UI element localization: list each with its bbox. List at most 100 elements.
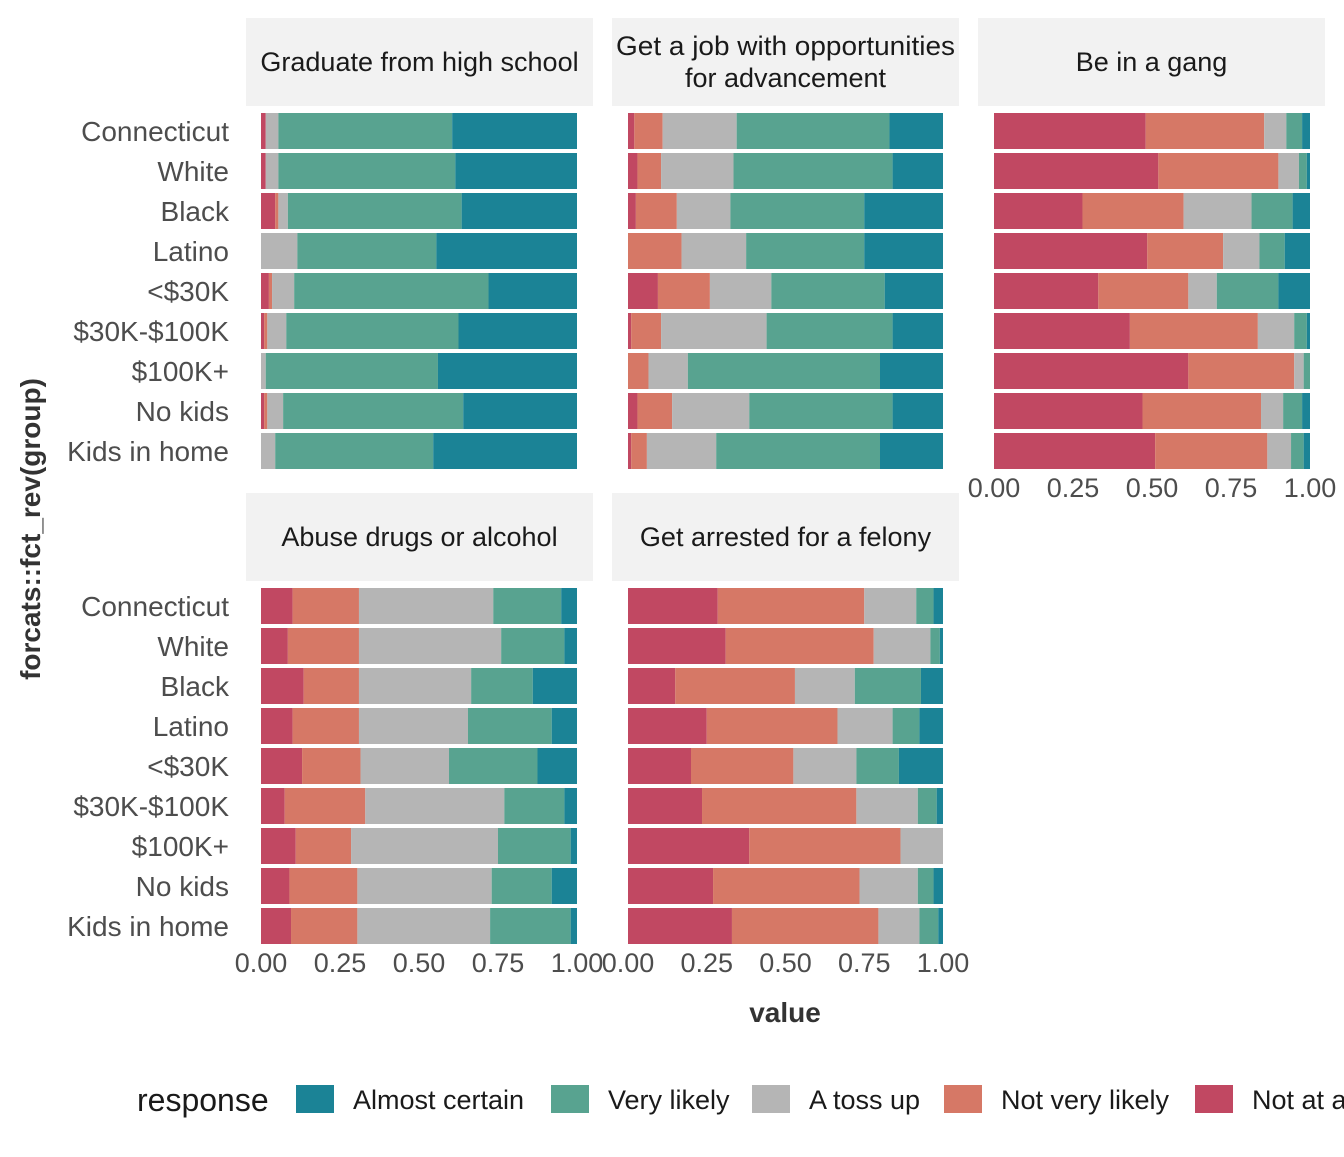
bar-segment-kids-in-home-not-very-likely (291, 908, 358, 944)
bar-segment-kids-in-home-almost-certain (880, 433, 943, 469)
bar-segment-connecticut-almost-certain (561, 588, 577, 624)
bar-segment-30k-very-likely (294, 273, 489, 309)
bar-segment-white-a-toss-up (873, 628, 931, 664)
bar-segment-100k-a-toss-up (648, 353, 688, 389)
bar-segment-connecticut-almost-certain (452, 113, 577, 149)
x-tick-label: 0.50 (759, 948, 812, 978)
y-tick-label-kids-in-home: Kids in home (67, 436, 229, 467)
bar-segment-30k-100k-not-at-all-likely (261, 788, 285, 824)
legend-label-almost-certain: Almost certain (353, 1085, 524, 1115)
bar-segment-no-kids-a-toss-up (357, 868, 492, 904)
bar-segment-white-not-at-all-likely (261, 628, 288, 664)
bar-segment-30k-not-at-all-likely (261, 273, 269, 309)
bar-segment-30k-100k-almost-certain (936, 788, 943, 824)
panel-abuse-drugs-or-alcohol: Abuse drugs or alcohol Connecticut White Bl… (67, 493, 603, 978)
bar-segment-black-not-very-likely (1082, 193, 1184, 229)
bar-segment-100k-almost-certain (437, 353, 577, 389)
bar-segment-kids-in-home-almost-certain (433, 433, 577, 469)
y-tick-label-connecticut: Connecticut (81, 591, 229, 622)
bar-segment-white-a-toss-up (661, 153, 734, 189)
bar-segment-30k-almost-certain (898, 748, 943, 784)
bar-segment-latino-a-toss-up (261, 233, 298, 269)
bar-segment-latino-a-toss-up (837, 708, 893, 744)
bar-segment-100k-almost-certain (570, 828, 577, 864)
bar-segment-no-kids-a-toss-up (267, 393, 284, 429)
bar-segment-white-very-likely (930, 628, 940, 664)
bar-segment-no-kids-not-at-all-likely (261, 868, 290, 904)
bar-segment-30k-a-toss-up (272, 273, 295, 309)
bar-segment-no-kids-almost-certain (551, 868, 577, 904)
bar-segment-30k-almost-certain (1278, 273, 1310, 309)
bar-segment-black-not-very-likely (303, 668, 359, 704)
bar-segment-connecticut-a-toss-up (265, 113, 279, 149)
bar-segment-black-very-likely (1251, 193, 1293, 229)
bar-segment-black-not-at-all-likely (628, 668, 676, 704)
y-tick-label-black: Black (161, 671, 230, 702)
x-tick-label: 1.00 (551, 948, 604, 978)
bar-segment-white-almost-certain (1306, 153, 1310, 189)
bar-segment-white-not-at-all-likely (994, 153, 1159, 189)
bar-segment-white-a-toss-up (358, 628, 502, 664)
bar-segment-30k-100k-not-at-all-likely (994, 313, 1130, 349)
bar-segment-30k-a-toss-up (360, 748, 450, 784)
bar-segment-30k-almost-certain (488, 273, 577, 309)
bar-segment-30k-a-toss-up (1188, 273, 1217, 309)
bar-segment-latino-almost-certain (551, 708, 577, 744)
y-tick-label-30k-100k: $30K-$100K (73, 316, 229, 347)
bar-segment-black-almost-certain (864, 193, 943, 229)
bar-segment-30k-very-likely (1216, 273, 1279, 309)
x-tick-label: 0.00 (968, 473, 1021, 503)
y-tick-label-white: White (157, 156, 229, 187)
bar-segment-kids-in-home-a-toss-up (1267, 433, 1292, 469)
legend-item-not-at-all-likely: Not at a (1195, 1085, 1344, 1115)
y-tick-label-100k: $100K+ (132, 356, 229, 387)
bar-segment-30k-100k-not-at-all-likely (261, 313, 265, 349)
bar-segment-black-almost-certain (1292, 193, 1310, 229)
y-tick-label-connecticut: Connecticut (81, 116, 229, 147)
bar-segment-kids-in-home-not-very-likely (631, 433, 647, 469)
bar-segment-white-very-likely (733, 153, 893, 189)
panel-be-in-a-gang: Be in a gang 0.00 0.25 0.50 0.75 1.00 (968, 18, 1336, 503)
bar-segment-connecticut-very-likely (736, 113, 890, 149)
bar-segment-latino-not-very-likely (628, 233, 682, 269)
x-tick-label: 0.75 (472, 948, 525, 978)
bar-segment-kids-in-home-very-likely (1291, 433, 1304, 469)
facet-title-line-1: Get a job with opportunities (616, 31, 955, 61)
bar-segment-connecticut-almost-certain (933, 588, 943, 624)
bar-segment-30k-very-likely (856, 748, 899, 784)
bar-segment-latino-not-at-all-likely (628, 708, 707, 744)
bar-segment-connecticut-not-very-likely (292, 588, 359, 624)
x-tick-label: 0.50 (393, 948, 446, 978)
bar-segment-no-kids-very-likely (749, 393, 893, 429)
y-tick-label-no-kids: No kids (136, 871, 229, 902)
bar-segment-connecticut-a-toss-up (864, 588, 917, 624)
facet-title-line-2: for advancement (685, 63, 887, 93)
bar-segment-kids-in-home-a-toss-up (357, 908, 491, 944)
bar-segment-no-kids-not-very-likely (1142, 393, 1262, 429)
facet-title: Graduate from high school (260, 47, 578, 77)
bar-segment-kids-in-home-not-at-all-likely (994, 433, 1156, 469)
facet-strip (612, 493, 959, 581)
bar-segment-connecticut-a-toss-up (662, 113, 737, 149)
bar-segment-30k-100k-a-toss-up (365, 788, 505, 824)
bar-segment-30k-100k-not-at-all-likely (628, 313, 632, 349)
bar-segment-kids-in-home-not-at-all-likely (628, 433, 632, 469)
bar-segment-latino-a-toss-up (1223, 233, 1260, 269)
bar-segment-30k-very-likely (771, 273, 885, 309)
bar-segment-black-not-very-likely (275, 193, 279, 229)
bar-segment-30k-not-very-likely (657, 273, 710, 309)
x-tick-label: 0.25 (314, 948, 367, 978)
bar-segment-black-not-at-all-likely (628, 193, 636, 229)
bar-segment-kids-in-home-very-likely (919, 908, 939, 944)
bar-segment-black-not-very-likely (675, 668, 795, 704)
bar-segment-white-not-at-all-likely (628, 628, 726, 664)
legend-label-not-at-all-likely: Not at a (1252, 1085, 1344, 1115)
bar-segment-white-a-toss-up (265, 153, 279, 189)
bar-segment-30k-a-toss-up (793, 748, 857, 784)
y-axis-title: forcats::fct_rev(group) (15, 378, 46, 680)
bar-segment-no-kids-not-very-likely (713, 868, 860, 904)
bar-segment-black-not-at-all-likely (994, 193, 1083, 229)
y-tick-label-latino: Latino (153, 236, 229, 267)
